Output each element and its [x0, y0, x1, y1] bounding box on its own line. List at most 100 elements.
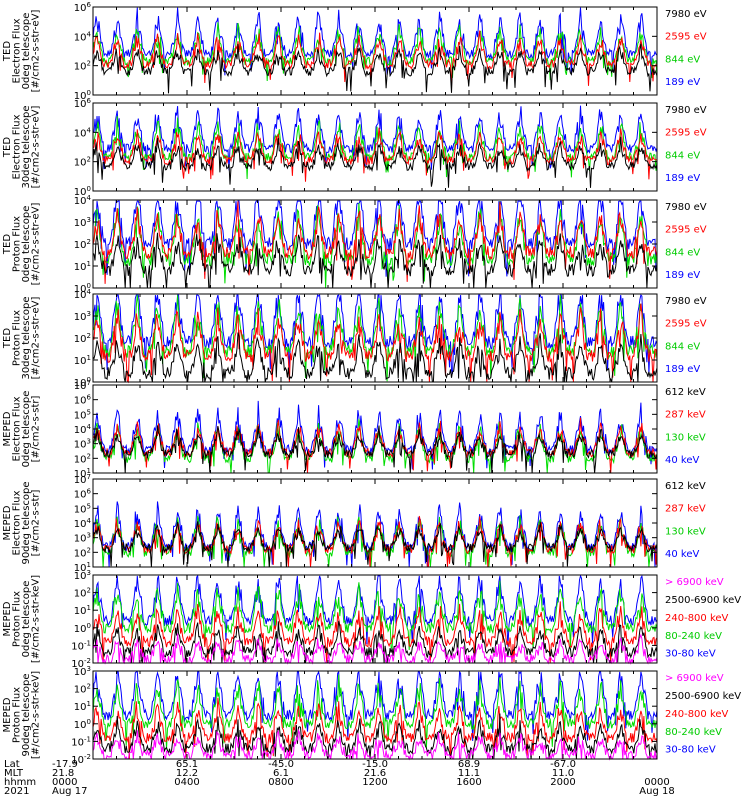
series-line: [92, 580, 658, 651]
series-line: [92, 521, 658, 568]
legend-entry: > 6900 keV: [665, 577, 724, 588]
legend-entry: 2595 eV: [665, 319, 707, 330]
legend-entry: 30-80 keV: [665, 745, 716, 756]
y-tick-label: 103: [74, 310, 91, 323]
y-tick-label: 106: [74, 1, 92, 14]
series-line: [92, 136, 658, 188]
y-tick-label: 106: [74, 488, 92, 501]
y-tick-label: 101: [74, 354, 91, 367]
footer-lat-value: -67.0: [550, 759, 576, 770]
footer-date-value: Aug 17: [52, 786, 87, 797]
series-line: [92, 201, 658, 289]
footer-hhmm-value: 2000: [550, 777, 575, 788]
y-tick-label: 102: [74, 683, 91, 696]
legend-entry: 844 eV: [665, 150, 700, 161]
y-tick-label: 106: [74, 97, 92, 110]
footer-mlt-value: 6.1: [273, 768, 289, 779]
y-tick-label: 10-1: [71, 735, 91, 748]
y-axis-label: TEDElectron Flux0deg telescope[#/cm2-s-s…: [2, 10, 42, 93]
footer-hhmm-value: 0800: [268, 777, 293, 788]
footer-lat-value: -15.0: [362, 759, 388, 770]
series-line: [92, 199, 658, 277]
series-line: [92, 601, 658, 664]
series-line: [92, 303, 658, 384]
footer-lat-value: 65.1: [176, 759, 198, 770]
y-axis-label: MEPEDElectron Flux90deg telescope[#/cm2-…: [2, 481, 42, 564]
footer-mlt-value: 12.2: [176, 768, 198, 779]
y-tick-label: 105: [74, 408, 91, 421]
legend-entry: 2595 eV: [665, 128, 707, 139]
legend-entry: 844 eV: [665, 247, 700, 258]
footer-row-label: Lat: [4, 759, 20, 770]
y-tick-label: 107: [74, 379, 91, 392]
y-tick-label: 100: [74, 376, 91, 389]
legend-entry: 612 keV: [665, 387, 706, 398]
legend-entry: 130 keV: [665, 432, 706, 443]
footer-mlt-value: 11.0: [552, 768, 574, 779]
y-tick-label: 106: [74, 394, 92, 407]
panel-ted-electron-30deg: 106 104 102 100 TEDElectron Flux30deg telesc…: [2, 97, 707, 198]
series-line: [92, 293, 658, 374]
series-line: [92, 670, 658, 742]
series-line: [92, 417, 658, 474]
y-tick-label: 104: [74, 517, 92, 530]
y-tick-label: 100: [74, 622, 91, 635]
series-line: [92, 201, 658, 284]
y-tick-label: 102: [74, 546, 91, 559]
y-tick-label: 10-2: [71, 657, 91, 670]
legend-entry: 40 keV: [665, 549, 699, 560]
footer-mlt-value: 11.1: [458, 768, 480, 779]
y-tick-label: 10-2: [71, 753, 91, 766]
y-tick-label: 102: [74, 60, 91, 73]
y-tick-label: 102: [74, 452, 91, 465]
y-tick-label: 107: [74, 473, 91, 486]
legend-entry: 240-800 keV: [665, 613, 729, 624]
y-tick-label: 102: [74, 332, 91, 345]
legend-entry: 189 eV: [665, 270, 700, 281]
y-tick-label: 100: [74, 89, 91, 102]
footer-row-label: hhmm: [4, 777, 36, 788]
panel-meped-proton-90deg: 103 102 101 100 10-1 10-2 MEPEDProton Flux90de…: [2, 665, 741, 766]
legend-entry: 7980 eV: [665, 296, 707, 307]
y-axis-label: TEDElectron Flux30deg telescope[#/cm2-s-…: [2, 105, 42, 188]
y-tick-label: 102: [74, 587, 91, 600]
y-tick-label: 104: [74, 30, 92, 43]
legend-entry: 2500-6900 keV: [665, 691, 741, 702]
y-tick-label: 104: [74, 423, 92, 436]
panel-ted-electron-0deg: 106 104 102 100 TEDElectron Flux0deg telesco…: [2, 1, 707, 102]
y-tick-label: 10-1: [71, 639, 91, 652]
y-tick-label: 102: [74, 238, 91, 251]
series-line: [92, 232, 658, 289]
legend-entry: 7980 eV: [665, 202, 707, 213]
series-line: [92, 697, 658, 760]
legend-entry: > 6900 keV: [665, 673, 724, 684]
legend-entry: 7980 eV: [665, 9, 707, 20]
legend-entry: 2595 eV: [665, 225, 707, 236]
legend-entry: 2500-6900 keV: [665, 595, 741, 606]
footer-mlt-value: 21.8: [52, 768, 74, 779]
y-tick-label: 103: [74, 532, 91, 545]
series-line: [92, 728, 658, 761]
y-axis-label: TEDProton Flux0deg telescope[#/cm2-s-str…: [2, 203, 42, 286]
footer-hhmm-value: 0000: [52, 777, 77, 788]
y-tick-label: 103: [74, 216, 91, 229]
y-tick-label: 104: [74, 126, 92, 139]
footer-date-value: Aug 18: [639, 786, 674, 797]
footer-row-label: MLT: [4, 768, 24, 779]
y-tick-label: 100: [74, 185, 91, 198]
legend-entry: 30-80 keV: [665, 649, 716, 660]
footer-hhmm-value: 0000: [644, 777, 669, 788]
legend-entry: 40 keV: [665, 455, 699, 466]
legend-entry: 189 eV: [665, 173, 700, 184]
series-line: [92, 43, 658, 94]
y-tick-label: 104: [74, 194, 92, 207]
y-axis-label: MEPEDElectron Flux0deg telescope[#/cm2-s…: [2, 391, 42, 468]
series-line: [92, 425, 658, 474]
legend-entry: 240-800 keV: [665, 709, 729, 720]
y-tick-label: 104: [74, 288, 92, 301]
y-axis-label: TEDProton Flux30deg telescope[#/cm2-s-st…: [2, 296, 42, 379]
y-tick-label: 103: [74, 438, 91, 451]
y-axis-label: MEPEDProton Flux90deg telescope[#/cm2-s-…: [2, 671, 42, 759]
y-tick-label: 101: [74, 260, 91, 273]
